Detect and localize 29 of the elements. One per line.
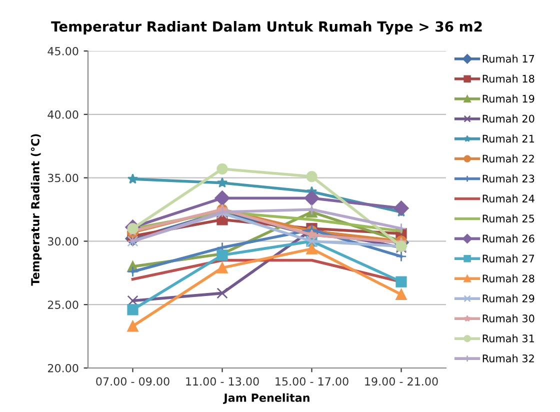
legend-label: Rumah 17	[482, 54, 534, 63]
x-tick-label: 07.00 - 09.00	[96, 377, 170, 386]
legend-label: Rumah 25	[482, 214, 534, 223]
y-tick-label: 25.00	[48, 300, 78, 309]
y-tick-label: 35.00	[48, 174, 78, 182]
legend-label: Rumah 30	[482, 314, 534, 322]
legend-label: Rumah 22	[482, 154, 534, 163]
legend-label: Rumah 31	[482, 334, 534, 342]
legend-label: Rumah 19	[482, 94, 534, 103]
x-tick-label: 19.00 - 21.00	[365, 377, 438, 386]
x-tick-label: 15.00 - 17.00	[276, 377, 348, 386]
legend-label: Rumah 20	[482, 114, 534, 123]
x-axis-title: Jam Penelitan	[223, 393, 310, 404]
y-tick-label: 20.00	[48, 364, 78, 372]
y-tick-label: 30.00	[48, 237, 78, 246]
legend-label: Rumah 24	[482, 194, 534, 203]
legend-label: Rumah 29	[482, 294, 534, 302]
legend-label: Rumah 23	[482, 174, 534, 183]
x-tick-label: 11.00 - 13.00	[186, 377, 259, 386]
legend-label: Rumah 32	[482, 354, 534, 362]
y-tick-label: 45.00	[48, 46, 78, 56]
legend-label: Rumah 21	[482, 134, 534, 143]
legend-label: Rumah 27	[482, 254, 534, 262]
y-axis-title: Temperatur Radiant (°C)	[30, 134, 42, 286]
legend-label: Rumah 28	[482, 274, 534, 282]
legend-label: Rumah 26	[482, 234, 534, 242]
chart-title: Temperatur Radiant Dalam Untuk Rumah Type > 36 m2	[51, 21, 482, 35]
legend-label: Rumah 18	[482, 74, 534, 83]
y-tick-label: 40.00	[48, 110, 78, 119]
